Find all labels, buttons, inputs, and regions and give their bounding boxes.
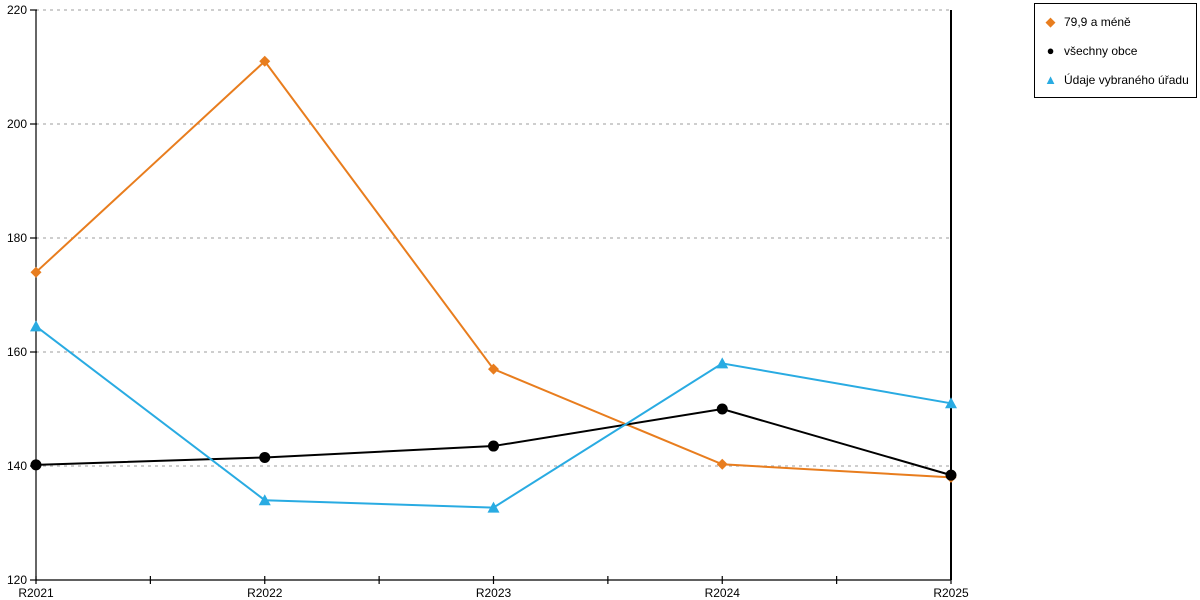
data-point-s0-R2023	[488, 363, 499, 375]
data-point-s2-R2023	[487, 501, 500, 513]
x-tick-label: R2025	[933, 586, 969, 600]
y-tick-label: 200	[7, 117, 27, 131]
data-point-s2-R2024	[716, 357, 729, 369]
series-1	[30, 403, 957, 481]
series-2	[30, 320, 957, 513]
legend-label: všechny obce	[1064, 43, 1138, 58]
axes: 120 140 160 180 200 220 R2021 R2022 R2023 R2024 R2…	[7, 3, 969, 600]
legend: ◆ 79,9 a méně ● všechny obce ▲ Údaje vybranéh…	[1034, 3, 1197, 98]
circle-icon: ●	[1046, 43, 1055, 58]
legend-label: 79,9 a méně	[1064, 14, 1131, 29]
gridlines	[36, 9, 951, 467]
data-point-s0-R2021	[30, 266, 42, 278]
data-point-s1-R2024	[716, 403, 728, 415]
data-point-s1-R2023	[488, 440, 499, 452]
y-tick-label: 120	[7, 573, 27, 587]
legend-item-2[interactable]: ▲ Údaje vybraného úřadu	[1043, 73, 1192, 87]
legend-item-1[interactable]: ● všechny obce	[1043, 44, 1192, 58]
data-point-s2-R2025	[945, 397, 957, 409]
data-point-s1-R2022	[259, 451, 271, 463]
x-tick-label: R2022	[247, 586, 283, 600]
triangle-icon: ▲	[1044, 72, 1057, 87]
y-tick-label: 140	[7, 459, 27, 473]
diamond-icon: ◆	[1045, 14, 1056, 29]
x-tick-label: R2024	[705, 586, 741, 600]
x-tick-label: R2021	[18, 586, 54, 600]
legend-label: Údaje vybraného úřadu	[1064, 72, 1189, 87]
series-0	[30, 55, 957, 483]
data-point-s0-R2022	[259, 55, 271, 67]
y-tick-label: 180	[7, 231, 27, 245]
y-tick-label: 220	[7, 3, 27, 17]
x-tick-label: R2023	[476, 586, 512, 600]
data-point-s0-R2024	[716, 458, 728, 470]
data-point-s1-R2021	[30, 459, 42, 471]
data-point-s1-R2025	[945, 469, 957, 481]
data-point-s2-R2022	[258, 494, 271, 506]
legend-item-0[interactable]: ◆ 79,9 a méně	[1043, 15, 1192, 29]
data-point-s2-R2021	[30, 320, 42, 332]
y-tick-label: 160	[7, 345, 27, 359]
series-line-2	[35, 325, 952, 509]
